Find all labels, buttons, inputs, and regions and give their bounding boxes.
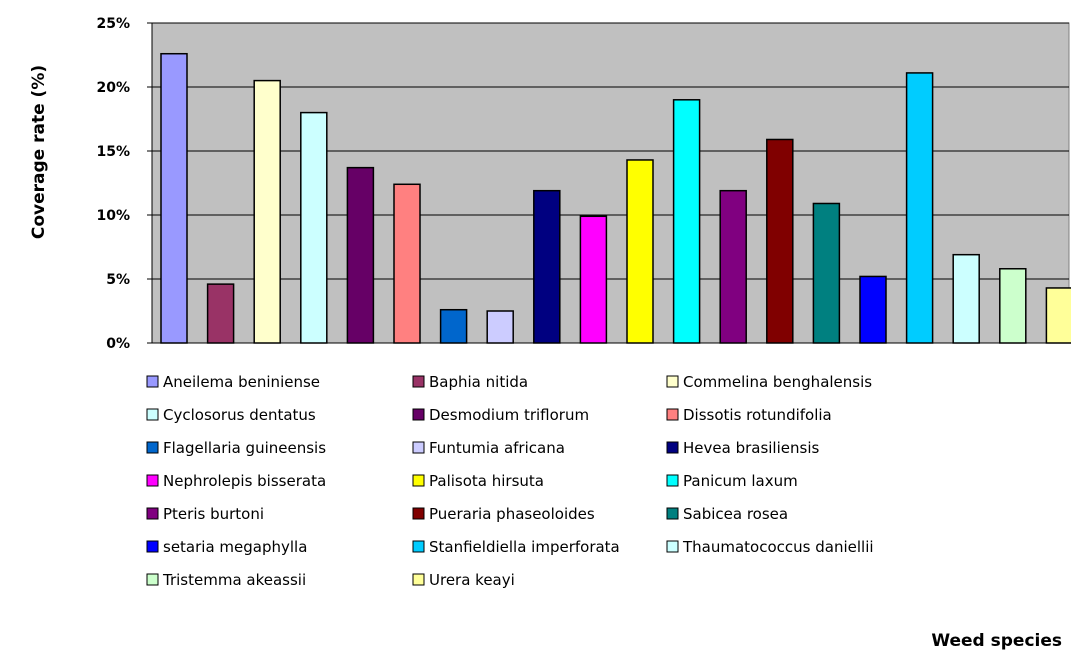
legend-label: Stanfieldiella imperforata <box>429 538 620 556</box>
bar <box>1045 287 1071 344</box>
y-tick-label: 10% <box>96 208 130 224</box>
legend-label: Baphia nitida <box>429 373 528 391</box>
legend-label: Urera keayi <box>429 571 515 589</box>
y-tick-label: 20% <box>96 80 130 96</box>
legend-label: Commelina benghalensis <box>683 373 872 391</box>
bar <box>346 166 375 344</box>
legend-swatch <box>666 375 679 388</box>
legend-label: Aneilema beniniense <box>163 373 320 391</box>
legend-swatch <box>412 573 425 586</box>
legend: Aneilema beniniense Baphia nitida Commelin… <box>146 373 874 589</box>
y-tick-label: 25% <box>96 16 130 32</box>
legend-label: Cyclosorus dentatus <box>163 406 316 424</box>
legend-swatch <box>412 507 425 520</box>
y-tick-label: 5% <box>106 272 130 288</box>
legend-swatch <box>412 408 425 421</box>
x-axis-title: Weed species <box>931 631 1062 651</box>
legend-label: Desmodium triflorum <box>429 406 589 424</box>
y-tick-label: 0% <box>106 336 130 352</box>
bar <box>672 99 701 344</box>
bar <box>533 189 561 344</box>
legend-label: Nephrolepis bisserata <box>163 472 326 490</box>
bar <box>579 215 608 344</box>
bar <box>393 183 421 344</box>
bar <box>999 268 1027 344</box>
legend-label: Flagellaria guineensis <box>163 439 326 457</box>
bars <box>160 52 1071 344</box>
legend-label: setaria megaphylla <box>163 538 307 556</box>
legend-swatch <box>666 441 679 454</box>
bar <box>439 308 468 344</box>
legend-label: Palisota hirsuta <box>429 472 544 490</box>
bar <box>253 79 281 344</box>
legend-swatch <box>666 474 679 487</box>
legend-label: Tristemma akeassii <box>162 571 306 589</box>
legend-swatch <box>146 375 159 388</box>
legend-label: Pueraria phaseoloides <box>429 505 595 523</box>
bar <box>766 138 794 344</box>
legend-label: Funtumia africana <box>429 439 565 457</box>
bar <box>905 72 934 344</box>
legend-swatch <box>412 441 425 454</box>
legend-swatch <box>666 408 679 421</box>
legend-swatch <box>666 507 679 520</box>
legend-swatch <box>146 507 159 520</box>
bar <box>812 202 841 344</box>
legend-swatch <box>146 408 159 421</box>
legend-label: Dissotis rotundifolia <box>683 406 832 424</box>
legend-label: Sabicea rosea <box>683 505 788 523</box>
y-tick-label: 15% <box>96 144 130 160</box>
legend-label: Panicum laxum <box>683 472 798 490</box>
bar <box>160 52 188 344</box>
legend-swatch <box>146 540 159 553</box>
legend-swatch <box>146 441 159 454</box>
legend-swatch <box>666 540 679 553</box>
y-axis-title: Coverage rate (%) <box>29 65 49 239</box>
legend-label: Thaumatococcus daniellii <box>682 538 874 556</box>
bar <box>206 283 235 344</box>
legend-swatch <box>412 474 425 487</box>
bar <box>719 189 747 344</box>
bar <box>486 310 514 344</box>
legend-swatch <box>412 375 425 388</box>
legend-swatch <box>146 474 159 487</box>
legend-label: Hevea brasiliensis <box>683 439 819 457</box>
bar <box>859 275 887 344</box>
legend-swatch <box>412 540 425 553</box>
bar <box>626 159 654 344</box>
bar <box>952 253 980 344</box>
bar <box>300 111 328 344</box>
legend-label: Pteris burtoni <box>163 505 264 523</box>
legend-swatch <box>146 573 159 586</box>
